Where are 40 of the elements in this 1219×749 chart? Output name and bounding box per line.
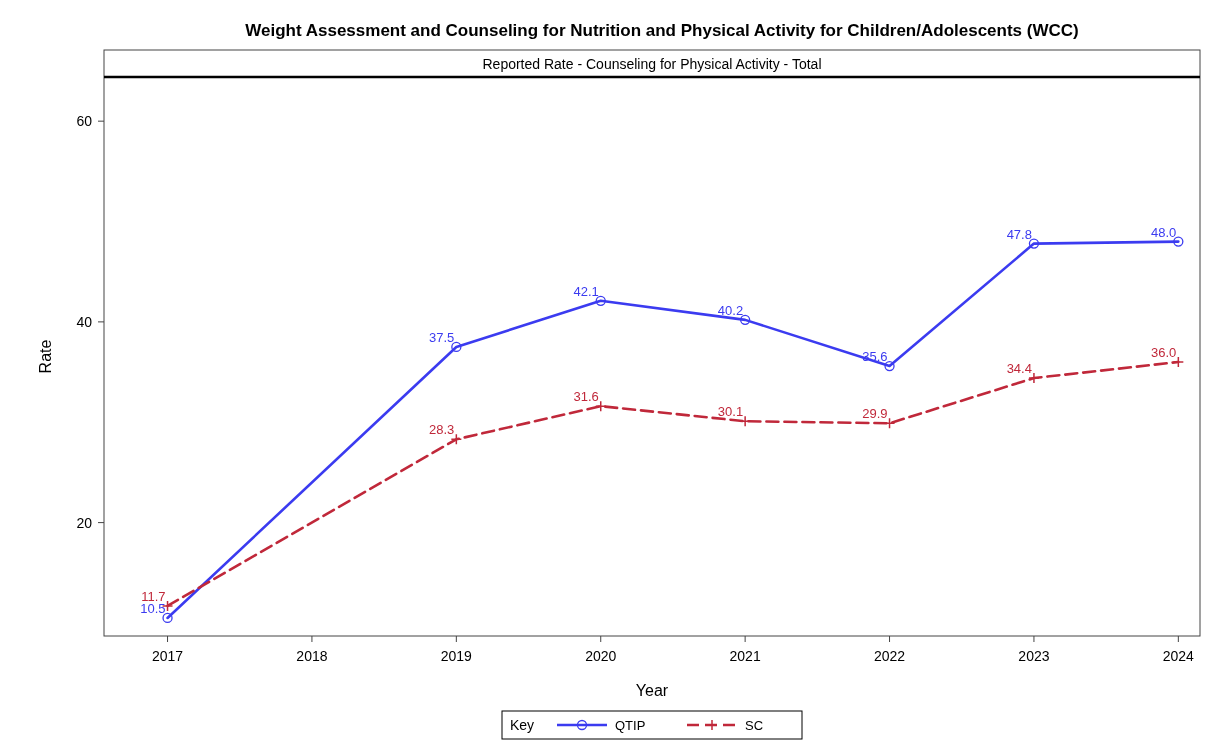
point — [162, 612, 173, 624]
y-tick-label: 40 — [76, 313, 93, 330]
data-label: 34.4 — [1006, 361, 1032, 377]
point — [1028, 372, 1040, 384]
data-label: 36.0 — [1151, 345, 1177, 361]
data-label: 30.1 — [717, 404, 744, 420]
data-label: 29.9 — [862, 406, 888, 422]
point — [1028, 238, 1040, 249]
x-axis-title: Year — [635, 682, 669, 699]
point — [595, 295, 606, 306]
data-label: 31.6 — [573, 389, 599, 405]
x-tick-label: 2021 — [729, 648, 761, 664]
x-tick-label: 2018 — [296, 648, 328, 664]
point — [1172, 356, 1185, 368]
data-label: 47.8 — [1006, 226, 1032, 242]
x-tick-label: 2023 — [1018, 648, 1050, 664]
y-axis-title: Rate — [37, 339, 54, 374]
x-tick-label: 2019 — [440, 648, 473, 664]
chart-title: Weight Assessment and Counseling for Nutrition and Physical Activity for Children/Adolescents (WCC) — [245, 21, 1079, 40]
chart-subtitle: Reported Rate - Counseling for Physical Activity - Total — [482, 56, 822, 72]
point — [451, 341, 462, 353]
legend-title: Key — [510, 717, 535, 733]
x-tick-label: 2022 — [873, 648, 906, 664]
data-label: 28.3 — [429, 422, 455, 438]
x-tick-label: 2024 — [1162, 648, 1195, 664]
point — [1173, 236, 1184, 247]
y-tick-label: 60 — [76, 113, 93, 130]
point — [884, 360, 895, 372]
x-tick-label: 2017 — [151, 648, 184, 664]
point — [594, 400, 607, 412]
x-tick-label: 2020 — [585, 648, 617, 664]
legend-label: QTIP — [615, 718, 646, 733]
legend-label: SC — [745, 718, 764, 733]
data-label: 40.2 — [717, 302, 744, 318]
data-label: 37.5 — [429, 329, 455, 345]
point — [739, 314, 751, 326]
data-label: 48.0 — [1151, 224, 1177, 240]
data-label: 42.1 — [573, 283, 599, 299]
point — [450, 433, 463, 446]
y-tick-label: 20 — [76, 514, 93, 531]
